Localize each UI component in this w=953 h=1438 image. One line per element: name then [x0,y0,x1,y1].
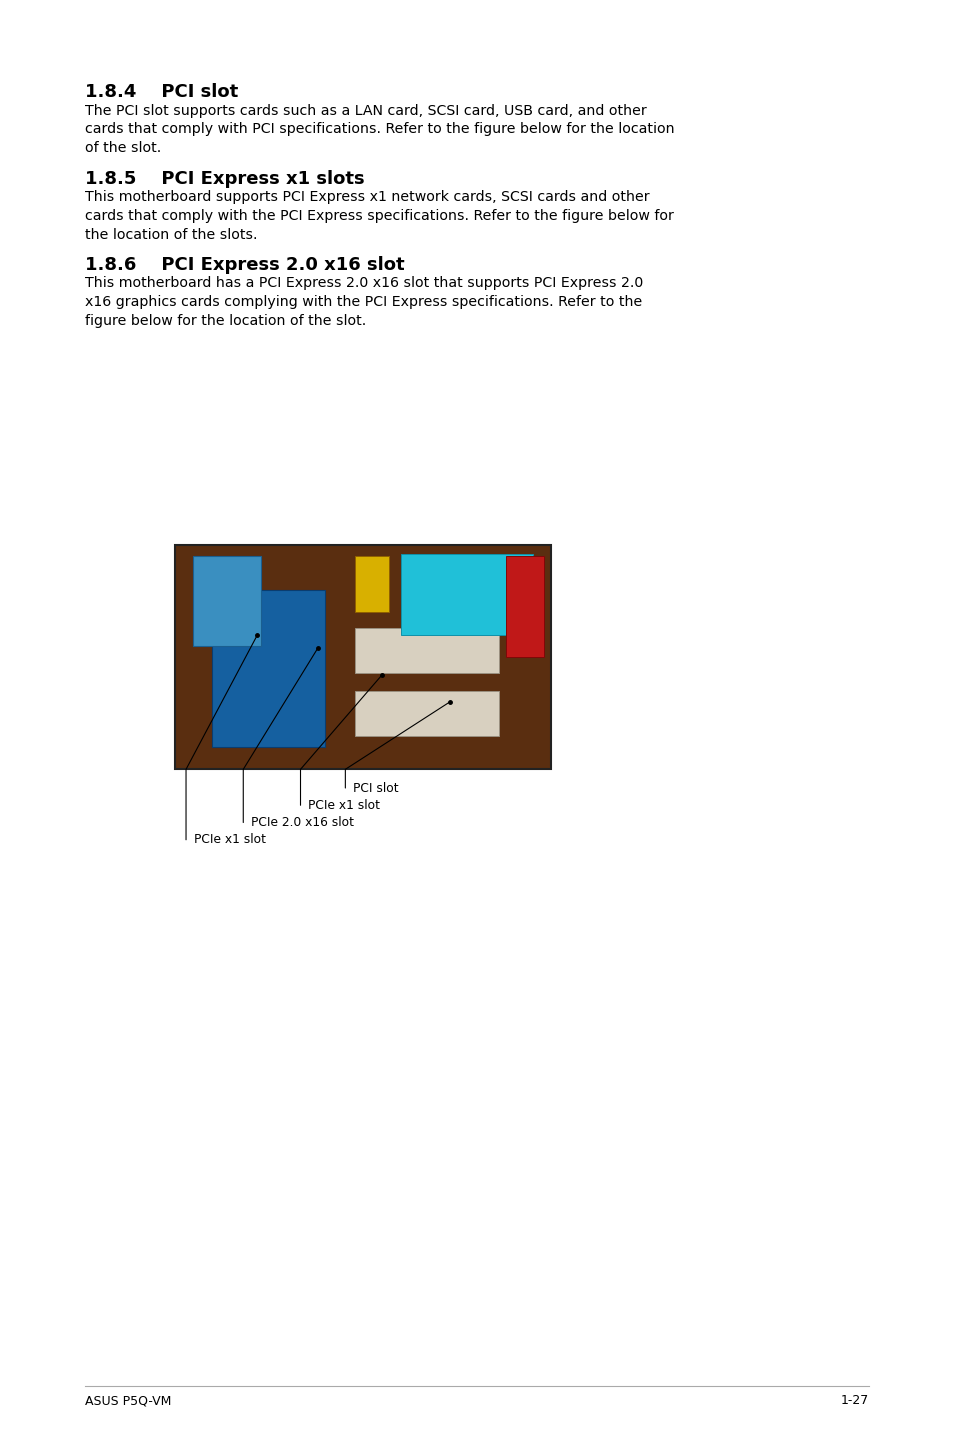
Bar [355,690,498,736]
Bar [506,557,543,657]
Text: This motherboard has a PCI Express 2.0 x16 slot that supports PCI Express 2.0
x1: This motherboard has a PCI Express 2.0 x… [85,276,642,328]
Text: PCIe 2.0 x16 slot: PCIe 2.0 x16 slot [251,815,354,830]
Bar [355,628,498,673]
Text: PCI slot: PCI slot [353,781,398,795]
Text: PCIe x1 slot: PCIe x1 slot [193,833,265,847]
Text: 1.8.5    PCI Express x1 slots: 1.8.5 PCI Express x1 slots [85,170,364,188]
Text: ASUS P5Q-VM: ASUS P5Q-VM [85,1393,172,1408]
Text: 1.8.4    PCI slot: 1.8.4 PCI slot [85,83,238,102]
Text: 1-27: 1-27 [840,1393,868,1408]
Text: PCIe x1 slot: PCIe x1 slot [308,798,379,812]
Bar [174,545,551,769]
Bar [212,590,325,746]
Bar [193,557,261,646]
Text: This motherboard supports PCI Express x1 network cards, SCSI cards and other
car: This motherboard supports PCI Express x1… [85,190,673,242]
Text: The PCI slot supports cards such as a LAN card, SCSI card, USB card, and other
c: The PCI slot supports cards such as a LA… [85,104,674,155]
Text: 1.8.6    PCI Express 2.0 x16 slot: 1.8.6 PCI Express 2.0 x16 slot [85,256,404,275]
Bar [355,557,389,613]
Bar [400,554,532,634]
